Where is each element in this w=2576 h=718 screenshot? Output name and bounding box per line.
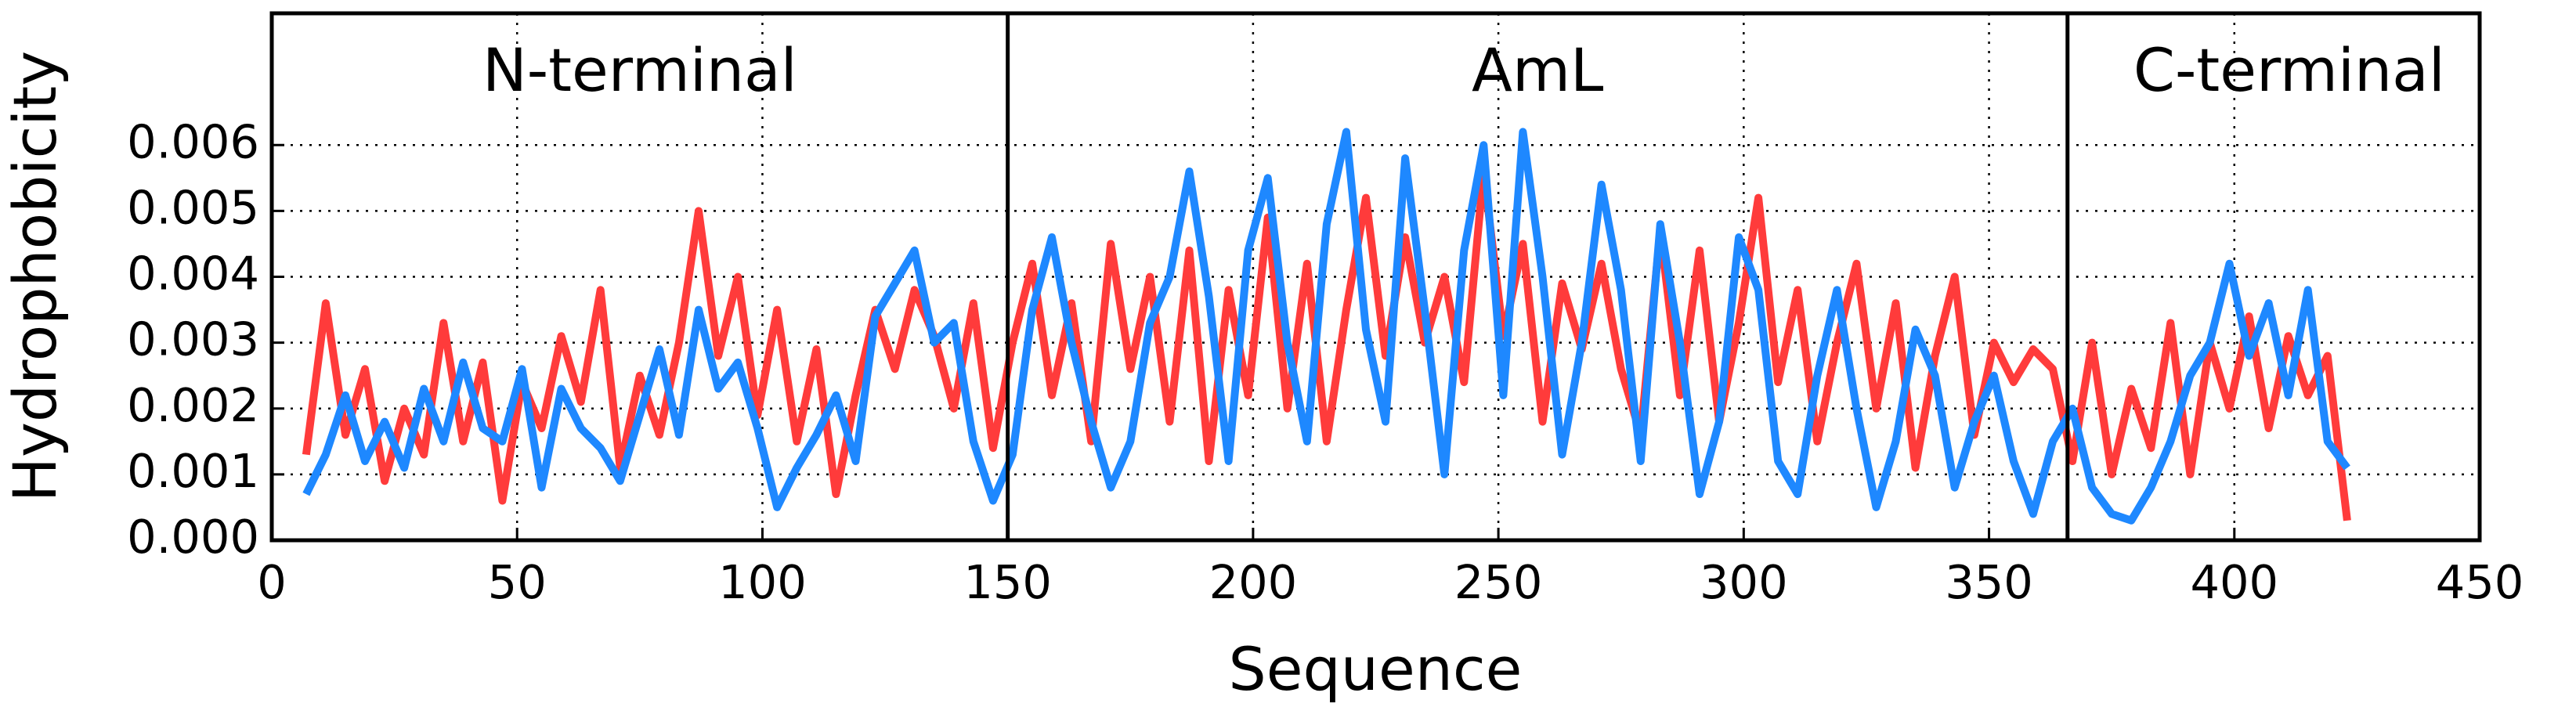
x-tick-label: 100: [718, 555, 807, 609]
series-line: [302, 128, 2350, 525]
plot-frame: [269, 11, 2482, 543]
x-tick-label: 50: [488, 555, 547, 609]
y-axis-label: Hydrophobicity: [0, 51, 70, 502]
x-tick-label: 0: [257, 555, 287, 609]
region-label: C-terminal: [2133, 35, 2445, 105]
x-tick-label: 450: [2436, 555, 2524, 609]
y-tick-label: 0.000: [127, 510, 259, 564]
x-axis-label: Sequence: [1229, 634, 1523, 704]
x-tick-label: 400: [2190, 555, 2278, 609]
y-tick-label: 0.002: [127, 378, 259, 432]
region-label: N-terminal: [482, 35, 797, 105]
y-tick-label: 0.004: [127, 247, 259, 301]
x-tick-label: 200: [1209, 555, 1298, 609]
y-tick-label: 0.001: [127, 444, 259, 498]
y-tick-label: 0.003: [127, 312, 259, 366]
y-tick-label: 0.006: [127, 114, 259, 168]
y-tick-label: 0.005: [127, 180, 259, 234]
x-tick-label: 300: [1700, 555, 1788, 609]
x-tick-label: 250: [1454, 555, 1543, 609]
x-tick-label: 350: [1945, 555, 2033, 609]
region-label: AmL: [1472, 35, 1603, 105]
x-tick-label: 150: [963, 555, 1052, 609]
